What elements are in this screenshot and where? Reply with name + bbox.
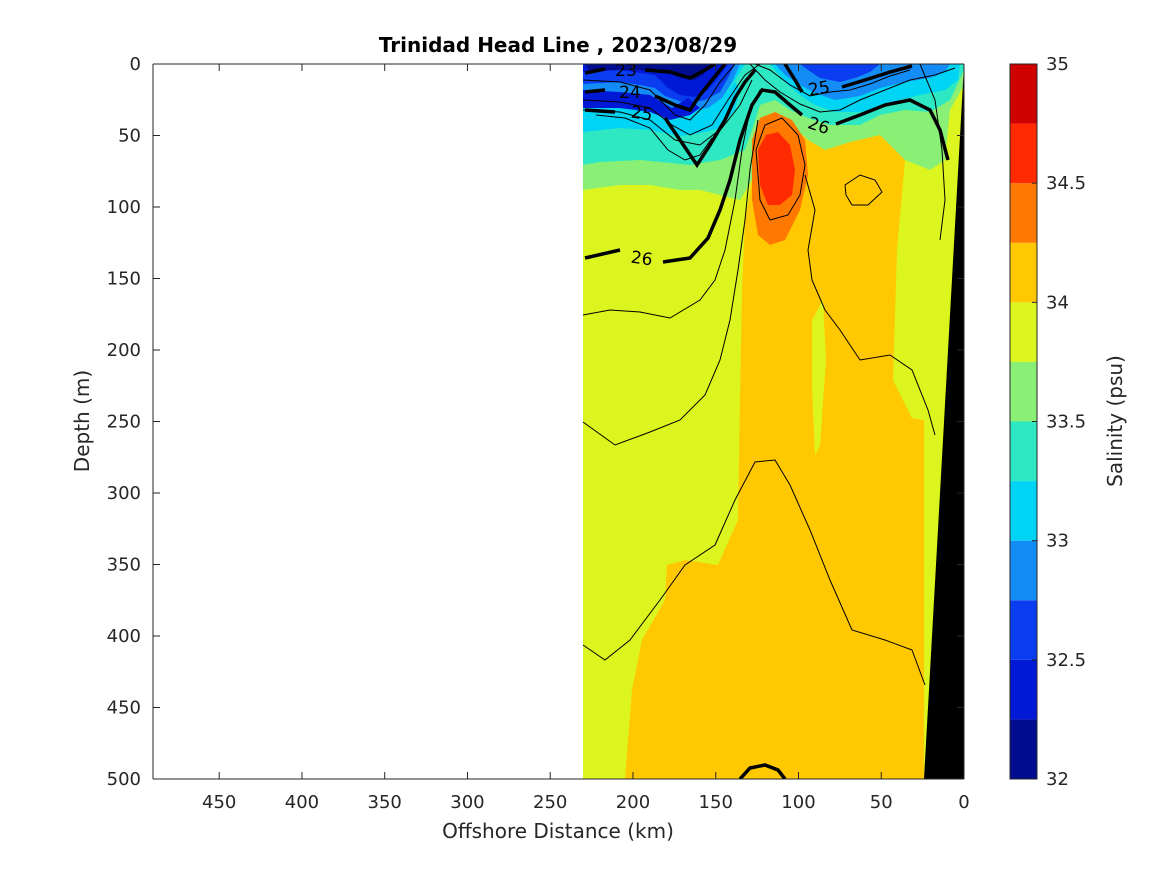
colorbar-label: Salinity (psu) <box>1103 355 1127 487</box>
sigma-contour-25-right <box>783 64 913 93</box>
y-tick-label: 500 <box>107 769 141 790</box>
contour-thin <box>595 114 713 161</box>
fill-33-00-low <box>583 82 740 136</box>
x-tick-label: 0 <box>958 792 969 813</box>
colorbar-tick-label: 33 <box>1046 531 1069 552</box>
colorbar-tick-label: 32 <box>1046 769 1069 790</box>
colorbar-level <box>1010 719 1037 779</box>
contour-thin <box>582 64 761 136</box>
fill-34-00 <box>625 120 924 779</box>
sigma-contour-24 <box>584 64 727 113</box>
colorbar-level <box>1010 64 1037 124</box>
contour-thin <box>749 64 956 113</box>
fill-34-50 <box>758 132 795 205</box>
fill-32-50-right <box>800 64 880 82</box>
contour-label: 23 <box>615 61 637 81</box>
colorbar-tick-label: 33.5 <box>1046 412 1086 433</box>
colorbar-level <box>1010 421 1037 482</box>
colorbar-ticks: 35 34.5 34 33.5 33 32.5 32 <box>1032 54 1086 790</box>
y-tick-label: 250 <box>107 412 141 433</box>
colorbar-level <box>1010 600 1037 660</box>
colorbar-level <box>1010 540 1037 601</box>
contour-label: 26 <box>630 248 654 271</box>
contour-thin <box>582 64 736 121</box>
colorbar-level <box>1010 659 1037 720</box>
colorbar <box>1010 64 1037 779</box>
fill-32-25-mid <box>583 90 700 120</box>
colorbar-level <box>1010 123 1037 184</box>
x-tick-label: 400 <box>285 792 319 813</box>
sigma-contour-23 <box>584 64 716 80</box>
sigma-contour-bottom <box>738 763 787 779</box>
sigma-contour-26 <box>584 88 804 264</box>
bottom-topography <box>924 65 964 779</box>
contour-thin <box>582 89 761 319</box>
contour-thin <box>582 119 759 446</box>
y-axis-label: Depth (m) <box>70 370 94 472</box>
fill-34-00-patch <box>812 300 826 455</box>
x-tick-label: 50 <box>870 792 893 813</box>
x-tick-label: 250 <box>533 792 567 813</box>
contour-thin <box>582 79 753 146</box>
y-tick-label: 100 <box>107 197 141 218</box>
contour-thin <box>804 174 936 436</box>
x-tick-label: 350 <box>368 792 402 813</box>
x-tick-label: 100 <box>781 792 815 813</box>
x-axis: 450 400 350 300 250 200 150 100 50 0 <box>202 64 970 813</box>
y-tick-label: 350 <box>107 555 141 576</box>
salinity-fill-layer <box>583 64 964 779</box>
contour-label: 25 <box>630 103 654 126</box>
contour-thin <box>582 459 926 686</box>
contour-thin <box>919 64 946 241</box>
contour-label: 25 <box>807 77 832 100</box>
contour-labels: 23 24 25 25 26 26 <box>615 61 832 271</box>
contour-label: 24 <box>619 83 641 103</box>
colorbar-tick-label: 34 <box>1046 292 1069 313</box>
colorbar-level <box>1010 361 1037 422</box>
x-tick-label: 200 <box>616 792 650 813</box>
colorbar-tick-label: 34.5 <box>1046 173 1086 194</box>
y-tick-label: 200 <box>107 340 141 361</box>
chart-title: Trinidad Head Line , 2023/08/29 <box>379 33 737 57</box>
y-tick-label: 0 <box>130 54 141 75</box>
colorbar-level <box>1010 242 1037 303</box>
colorbar-tick-label: 32.5 <box>1046 650 1086 671</box>
x-tick-label: 450 <box>202 792 236 813</box>
x-axis-label: Offshore Distance (km) <box>442 819 674 843</box>
contour-thin <box>755 117 806 221</box>
colorbar-level <box>1010 183 1037 243</box>
contour-lines <box>582 64 956 779</box>
sigma-contour-26-right <box>835 98 950 161</box>
y-tick-label: 50 <box>118 126 141 147</box>
sigma-contour-25 <box>584 68 757 169</box>
y-tick-label: 400 <box>107 626 141 647</box>
colorbar-tick-label: 35 <box>1046 54 1069 75</box>
contour-thin <box>844 174 883 206</box>
y-tick-label: 450 <box>107 698 141 719</box>
colorbar-level <box>1010 481 1037 541</box>
contour-thin <box>754 64 911 97</box>
y-tick-label: 300 <box>107 483 141 504</box>
x-tick-label: 150 <box>699 792 733 813</box>
y-tick-label: 150 <box>107 269 141 290</box>
y-axis: 0 50 100 150 200 250 300 350 400 450 500 <box>107 54 964 790</box>
colorbar-level <box>1010 302 1037 362</box>
fill-34-00-right <box>893 280 940 420</box>
x-tick-label: 300 <box>450 792 484 813</box>
